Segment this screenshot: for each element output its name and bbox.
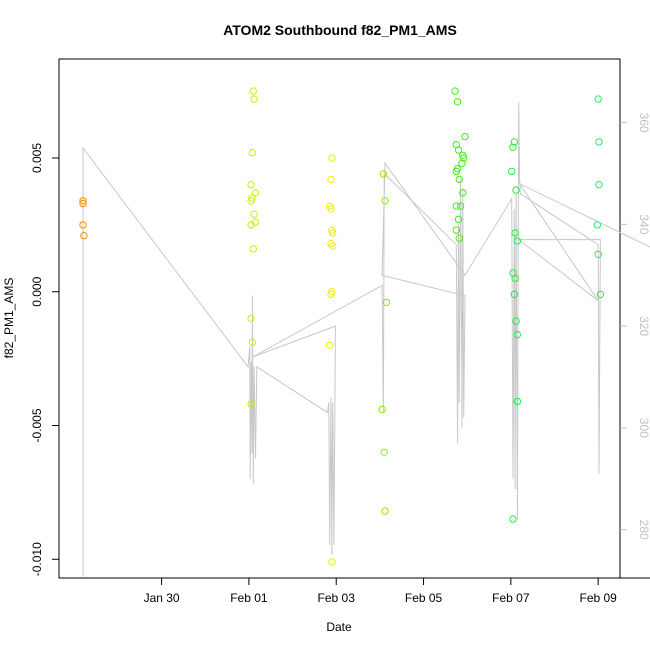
y-tick-label: 0.000	[30, 276, 44, 306]
data-point	[461, 132, 469, 141]
data-point	[455, 234, 463, 242]
data-point	[452, 167, 460, 176]
data-point	[380, 448, 388, 456]
data-point	[247, 400, 255, 408]
data-point	[79, 199, 87, 208]
data-point	[248, 148, 257, 157]
data-point	[510, 290, 518, 299]
plot-frame	[58, 58, 621, 579]
y2-tick-label: 360	[637, 113, 650, 133]
data-point	[452, 226, 460, 234]
data-point	[251, 189, 260, 197]
data-point	[454, 215, 463, 224]
x-tick-label: Jan 30	[144, 591, 180, 605]
data-point	[510, 138, 518, 146]
data-point	[248, 194, 256, 202]
y-axis-label: f82_PM1_AMS	[2, 278, 16, 359]
data-point	[329, 242, 337, 251]
data-point	[459, 189, 467, 197]
data-point	[79, 221, 87, 229]
data-point	[509, 515, 517, 523]
data-point	[513, 237, 522, 245]
x-tick-label: Feb 01	[230, 591, 268, 605]
data-point	[327, 290, 335, 299]
x-tick-label: Feb 03	[318, 591, 356, 605]
x-tick-label: Feb 09	[579, 591, 617, 605]
data-point	[381, 507, 389, 515]
data-point	[379, 170, 388, 178]
y2-tick-label: 300	[637, 418, 650, 438]
y2-axis: 280 300 320 340 360	[620, 113, 650, 540]
data-point	[452, 202, 460, 210]
data-point	[513, 330, 522, 339]
data-point	[594, 250, 602, 259]
data-point	[79, 197, 87, 205]
y-axis: -0.010 -0.005 0.000 0.005	[30, 143, 60, 576]
data-point	[328, 154, 336, 162]
scatter-points	[79, 87, 605, 566]
data-point	[451, 87, 459, 95]
x-tick-label: Feb 05	[405, 591, 443, 605]
data-point	[329, 229, 337, 237]
data-point	[455, 175, 463, 184]
data-point	[512, 317, 520, 325]
data-point	[250, 95, 258, 103]
y-tick-label: -0.005	[30, 408, 44, 442]
data-point	[327, 205, 335, 213]
x-tick-label: Feb 07	[492, 591, 530, 605]
data-point	[509, 143, 517, 152]
data-point	[593, 221, 601, 229]
data-point	[327, 175, 335, 184]
data-point	[247, 181, 255, 189]
data-point	[458, 159, 466, 168]
y-tick-label: 0.005	[30, 143, 44, 173]
data-point	[460, 154, 468, 162]
data-point	[328, 558, 336, 566]
chart-title: ATOM2 Southbound f82_PM1_AMS	[223, 22, 457, 38]
data-point	[595, 181, 603, 189]
y2-tick-label: 280	[637, 520, 650, 540]
data-point	[513, 397, 522, 406]
y-tick-label: -0.010	[30, 542, 44, 576]
data-point	[595, 138, 603, 146]
series-line-0	[82, 102, 650, 577]
data-point	[249, 245, 258, 253]
data-point	[326, 341, 334, 349]
data-point	[511, 229, 519, 237]
data-point	[512, 186, 520, 194]
data-point	[381, 197, 389, 205]
data-point	[378, 405, 386, 414]
data-point	[250, 210, 258, 218]
data-point	[382, 298, 391, 307]
data-point	[456, 202, 465, 210]
data-point	[80, 231, 88, 240]
data-point	[247, 221, 255, 229]
y2-tick-label: 340	[637, 214, 650, 234]
data-point	[594, 95, 602, 103]
data-point	[453, 98, 462, 106]
data-point	[454, 146, 463, 154]
data-point	[596, 290, 605, 299]
series-lines	[82, 102, 650, 577]
data-point	[249, 87, 258, 95]
data-point	[511, 274, 519, 283]
data-point	[248, 338, 257, 347]
y2-tick-label: 320	[637, 316, 650, 336]
x-axis-label: Date	[326, 620, 352, 634]
data-point	[508, 167, 516, 176]
data-point	[247, 314, 255, 323]
